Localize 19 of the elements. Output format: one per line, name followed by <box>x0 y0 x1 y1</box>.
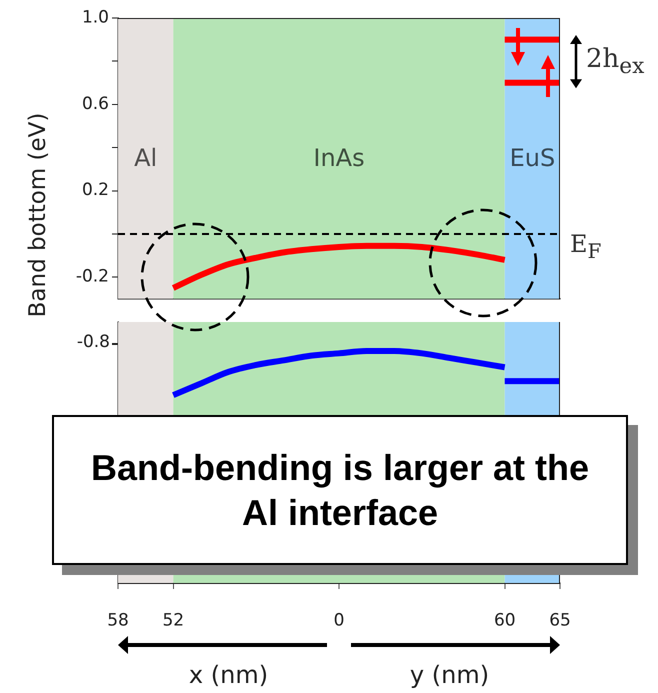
x-tick-label: 0 <box>334 610 344 631</box>
x-tick-label: 60 <box>494 610 516 631</box>
text: -0.8 <box>76 332 110 352</box>
band-label: EuS <box>510 144 556 172</box>
x-tick-label: 65 <box>549 610 571 631</box>
text: y (nm) <box>408 661 490 689</box>
band-label: InAs <box>313 144 365 172</box>
y-tick-label: 0.2 <box>82 180 109 200</box>
x-axis-title: x (nm) <box>188 661 270 689</box>
text: 2h$_{ex}$ <box>586 44 644 80</box>
band-label: Al <box>134 144 158 172</box>
ref-line-label: E$_{F}$ <box>570 230 602 263</box>
x-tick-label: 58 <box>107 610 129 631</box>
y-tick-label: 1.0 <box>82 7 109 28</box>
y-tick-label: 0.6 <box>82 94 109 114</box>
y-axis-title: Band bottom (eV) <box>25 112 51 318</box>
x-tick-label: 52 <box>162 610 184 631</box>
y-tick-label: -0.2 <box>76 266 109 287</box>
annotation: Band-bending is larger at the Al interface <box>52 415 628 565</box>
